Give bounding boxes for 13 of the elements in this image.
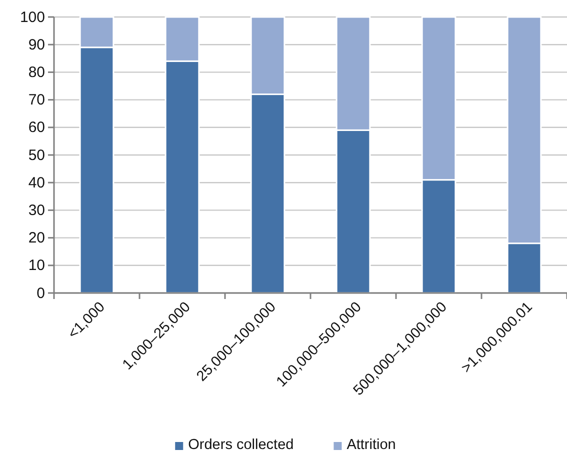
y-tick-label: 80 [28, 64, 45, 81]
legend-label: Orders collected [188, 437, 294, 453]
y-tick-label: 20 [28, 230, 45, 247]
y-tick-label: 0 [36, 284, 45, 302]
y-tick-label: 100 [20, 8, 45, 26]
y-tick-label: 10 [28, 257, 45, 274]
y-tick-label: 50 [28, 146, 45, 164]
y-tick-label: 30 [28, 202, 45, 219]
y-tick-label: 90 [28, 36, 45, 54]
y-tick-label: 70 [28, 92, 45, 109]
y-tick-label: 40 [28, 174, 45, 192]
y-tick-label: 60 [28, 119, 45, 136]
legend-label: Attrition [346, 437, 396, 453]
